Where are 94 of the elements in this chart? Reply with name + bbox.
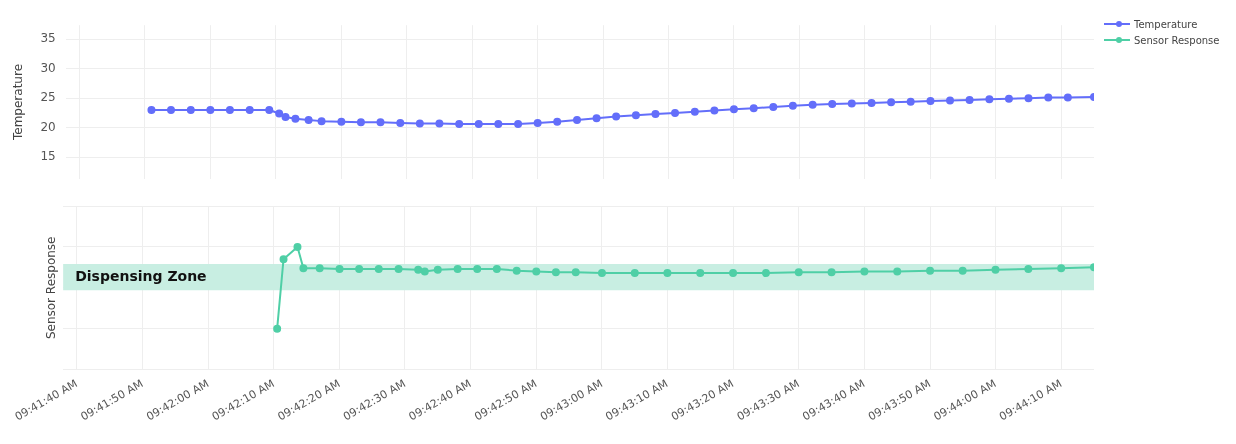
point [186, 105, 195, 114]
point [415, 119, 424, 128]
point [396, 118, 405, 127]
point [317, 117, 326, 126]
point [225, 105, 234, 114]
band-label: Dispensing Zone [75, 267, 207, 284]
point [690, 107, 699, 116]
point [573, 115, 582, 124]
point [147, 105, 156, 114]
point [769, 103, 778, 111]
point [710, 106, 719, 115]
point [553, 117, 562, 126]
point [414, 265, 423, 274]
point [696, 269, 705, 278]
point [926, 266, 935, 275]
point [761, 269, 770, 278]
point [867, 98, 876, 107]
point [827, 268, 836, 277]
y-tick-label: 20 [40, 119, 56, 134]
point [794, 268, 803, 277]
point [533, 118, 542, 127]
y-tick-label: 15 [40, 149, 56, 164]
point [926, 97, 935, 106]
point [663, 269, 672, 278]
point [279, 255, 288, 264]
point [453, 264, 462, 273]
point [551, 268, 560, 277]
point [592, 114, 601, 123]
point [337, 117, 346, 126]
point [420, 267, 429, 276]
point [1024, 94, 1033, 103]
point [273, 324, 282, 333]
legend-label: Sensor Response [1134, 34, 1220, 46]
point [571, 268, 580, 277]
point [291, 114, 300, 123]
point [860, 267, 869, 276]
point [906, 97, 915, 106]
y-axis-title: Sensor Response [44, 236, 59, 340]
point [958, 266, 967, 275]
point [245, 105, 254, 114]
point [887, 98, 896, 107]
legend-label: Temperature [1134, 18, 1198, 30]
point [473, 264, 482, 273]
point [991, 265, 1000, 274]
point [749, 104, 758, 113]
point [612, 112, 621, 121]
point [474, 120, 483, 129]
point [433, 265, 442, 274]
point [651, 110, 660, 119]
point [532, 267, 541, 276]
y-axis-title: Temperature [11, 63, 26, 142]
point [630, 269, 639, 278]
y-tick-label: 30 [40, 60, 56, 75]
point [1024, 264, 1033, 273]
point [455, 120, 464, 129]
point [631, 111, 640, 120]
point [512, 266, 521, 275]
point [435, 119, 444, 128]
point [299, 264, 308, 273]
point [893, 267, 902, 276]
point [1063, 93, 1072, 102]
point [376, 118, 385, 127]
point [374, 264, 383, 273]
point [315, 264, 324, 273]
point [1004, 94, 1013, 103]
point [167, 105, 175, 114]
y-tick-label: 25 [40, 90, 56, 105]
point [206, 105, 215, 114]
point [281, 113, 290, 122]
point [356, 118, 365, 127]
point [492, 264, 501, 273]
point [808, 100, 817, 109]
y-tick-label: 35 [40, 31, 56, 46]
point [335, 264, 344, 273]
point [671, 108, 680, 117]
point [1044, 93, 1053, 102]
point [355, 264, 364, 273]
point [304, 115, 313, 124]
point [494, 120, 503, 129]
point [275, 109, 284, 118]
point [828, 100, 837, 109]
point [788, 101, 797, 110]
point [847, 99, 856, 108]
point [1057, 264, 1066, 273]
point [965, 95, 974, 104]
point [985, 95, 994, 104]
point [946, 96, 955, 105]
point [597, 269, 606, 278]
point [265, 105, 274, 114]
point [729, 269, 738, 278]
point [729, 105, 738, 114]
point [514, 120, 523, 129]
point [293, 242, 302, 251]
point [394, 264, 403, 273]
